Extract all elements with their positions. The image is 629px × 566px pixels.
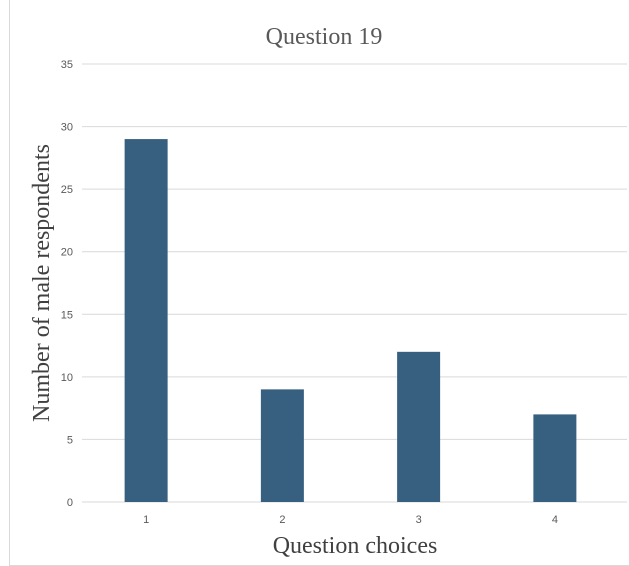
x-tick-label: 2 — [279, 514, 285, 526]
y-tick-label: 5 — [67, 434, 73, 446]
x-tick-label: 4 — [552, 514, 558, 526]
bar-4 — [533, 414, 577, 502]
x-tick-label: 3 — [416, 514, 422, 526]
chart-title: Question 19 — [266, 24, 383, 50]
y-axis-ticks: 0 5 10 15 20 25 30 35 — [61, 59, 73, 509]
bar-3 — [397, 351, 441, 502]
y-tick-label: 20 — [61, 247, 73, 259]
x-axis-ticks: 1 2 3 4 — [143, 514, 558, 526]
y-tick-label: 35 — [61, 59, 73, 71]
y-tick-label: 30 — [61, 122, 73, 134]
y-tick-label: 10 — [61, 372, 73, 384]
bar-2 — [260, 389, 304, 502]
x-tick-label: 1 — [143, 514, 149, 526]
x-axis-title: Question choices — [273, 533, 438, 559]
y-axis-title: Number of male respondents — [29, 144, 55, 422]
bars — [124, 139, 577, 503]
chart-frame — [9, 0, 629, 566]
y-tick-label: 0 — [67, 497, 73, 509]
bar-1 — [124, 139, 168, 503]
y-tick-label: 25 — [61, 184, 73, 196]
y-tick-label: 15 — [61, 309, 73, 321]
